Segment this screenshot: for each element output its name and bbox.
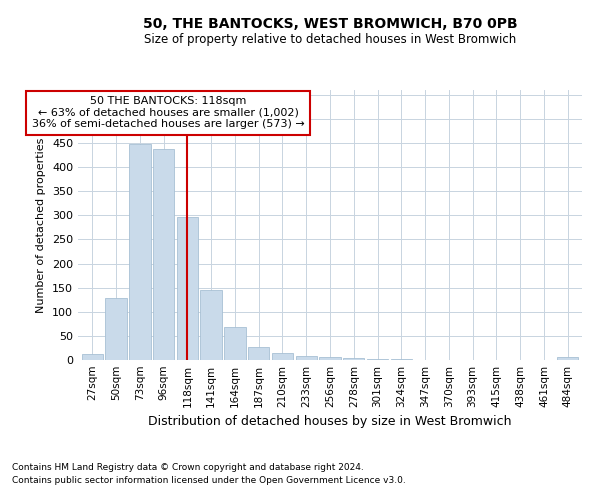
Y-axis label: Number of detached properties: Number of detached properties (37, 138, 46, 312)
Bar (248, 347, 269, 360)
Text: 50 THE BANTOCKS: 118sqm
← 63% of detached houses are smaller (1,002)
36% of semi: 50 THE BANTOCKS: 118sqm ← 63% of detache… (32, 96, 305, 130)
Bar (129, 144, 151, 360)
Bar (343, 358, 364, 360)
Bar (391, 359, 412, 360)
Bar (224, 326, 245, 360)
Bar (557, 357, 578, 360)
Text: Size of property relative to detached houses in West Bromwich: Size of property relative to detached ho… (144, 32, 516, 46)
Bar (367, 359, 388, 360)
Text: 50, THE BANTOCKS, WEST BROMWICH, B70 0PB: 50, THE BANTOCKS, WEST BROMWICH, B70 0PB (143, 18, 517, 32)
Bar (153, 150, 174, 360)
Bar (82, 354, 103, 360)
Bar (296, 356, 317, 360)
Bar (272, 353, 293, 360)
Bar (106, 298, 127, 360)
Text: Contains HM Land Registry data © Crown copyright and database right 2024.: Contains HM Land Registry data © Crown c… (12, 464, 364, 472)
Bar (200, 290, 222, 360)
Bar (319, 357, 341, 360)
Bar (176, 217, 198, 360)
X-axis label: Distribution of detached houses by size in West Bromwich: Distribution of detached houses by size … (148, 416, 512, 428)
Text: Contains public sector information licensed under the Open Government Licence v3: Contains public sector information licen… (12, 476, 406, 485)
